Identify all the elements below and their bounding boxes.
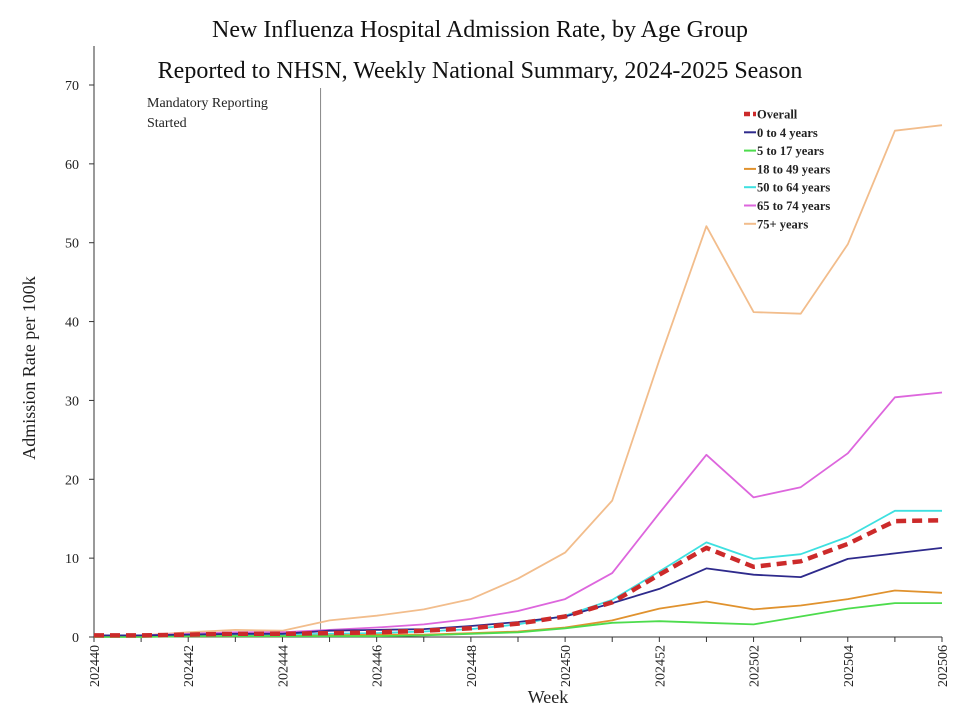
y-tick-label: 0 [72,631,79,646]
series-line-75-years [94,124,943,637]
y-tick-label: 10 [65,552,79,567]
y-tick-label: 40 [65,316,79,331]
x-tick-label: 202504 [842,645,857,687]
y-tick-label: 60 [65,158,79,173]
x-tick-label: 202452 [653,645,668,687]
x-tick-label: 202502 [748,645,763,687]
y-tick-label: 70 [65,79,79,94]
series-line-50-to-64-years [94,509,942,638]
x-tick-label: 202442 [182,645,197,687]
legend-label-overall: Overall [757,108,798,122]
x-tick-label: 202448 [465,645,480,687]
x-tick-label: 202444 [276,645,291,687]
y-axis-title: Admission Rate per 100k [19,276,39,459]
x-tick-label: 202450 [559,645,574,687]
x-tick-label: 202440 [88,645,103,687]
x-tick-label: 202506 [936,645,951,687]
y-tick-label: 30 [65,394,79,409]
x-axis-title: Week [528,687,569,707]
chart-subtitle: Reported to NHSN, Weekly National Summar… [157,58,803,84]
y-tick-label: 20 [65,473,79,488]
series-line-5-to-17-years [94,602,942,638]
legend-label-5-to-17-years: 5 to 17 years [757,144,824,158]
y-tick-label: 50 [65,237,79,252]
annotation-label: Mandatory Reporting [147,96,268,111]
legend-label-18-to-49-years: 18 to 49 years [757,162,830,176]
x-tick-label: 202446 [371,645,386,687]
legend-label-65-to-74-years: 65 to 74 years [757,199,830,213]
annotation-label: Started [147,116,187,131]
chart-title: New Influenza Hospital Admission Rate, b… [212,17,748,43]
legend-label-75-years: 75+ years [757,217,808,231]
legend-label-50-to-64-years: 50 to 64 years [757,181,830,195]
legend-label-0-to-4-years: 0 to 4 years [757,126,818,140]
series-line-65-to-74-years [94,391,943,637]
series-line-overall [94,518,943,638]
